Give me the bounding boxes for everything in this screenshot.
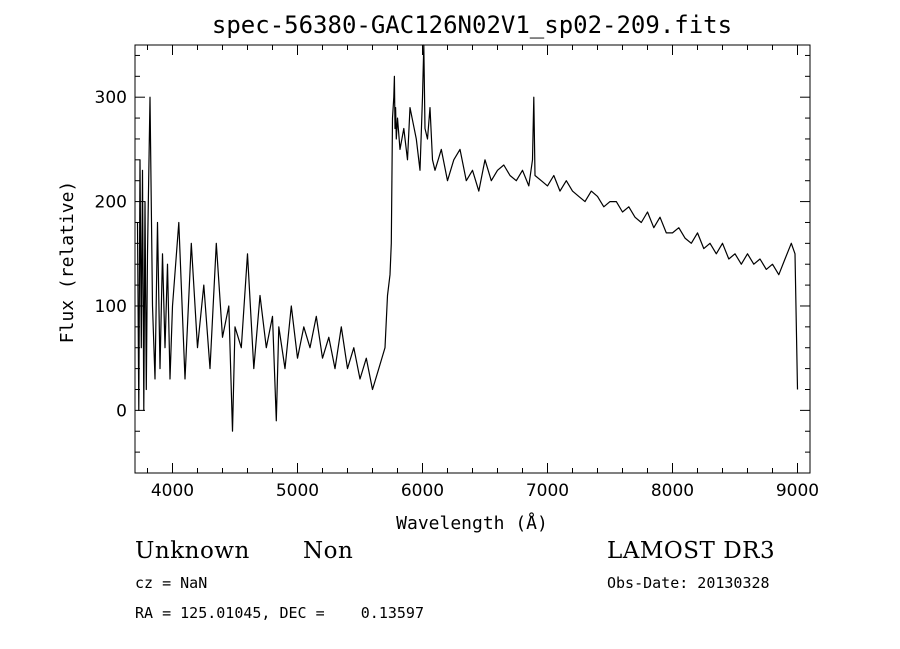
coordinates-text: RA = 125.01045, DEC = 0.13597 — [135, 604, 424, 622]
x-tick-label: 8000 — [651, 481, 694, 501]
y-axis-label: Flux (relative) — [57, 181, 78, 344]
redshift-text: cz = NaN — [135, 574, 208, 592]
y-tick-label: 0 — [116, 401, 127, 421]
chart-title: spec-56380-GAC126N02V1_sp02-209.fits — [212, 11, 732, 39]
plot-frame — [134, 44, 811, 474]
y-tick-label: 100 — [95, 297, 127, 317]
spectrum-line — [136, 44, 799, 432]
x-tick-label: 7000 — [526, 481, 569, 501]
axis-tick-labels: 4000 5000 6000 7000 8000 9000 0 100 200 300 — [95, 88, 820, 501]
x-tick-label: 5000 — [276, 481, 319, 501]
y-tick-label: 200 — [95, 193, 127, 213]
survey-name: LAMOST DR3 — [607, 538, 776, 564]
object-subclass: Non — [303, 538, 354, 564]
object-class: Unknown — [135, 538, 250, 564]
x-axis-label: Wavelength (Å) — [396, 512, 548, 534]
x-tick-label: 4000 — [151, 481, 194, 501]
y-tick-label: 300 — [95, 88, 127, 108]
axis-ticks — [135, 45, 810, 473]
x-tick-label: 9000 — [776, 481, 819, 501]
x-tick-label: 6000 — [401, 481, 444, 501]
obs-date-text: Obs-Date: 20130328 — [607, 574, 770, 592]
